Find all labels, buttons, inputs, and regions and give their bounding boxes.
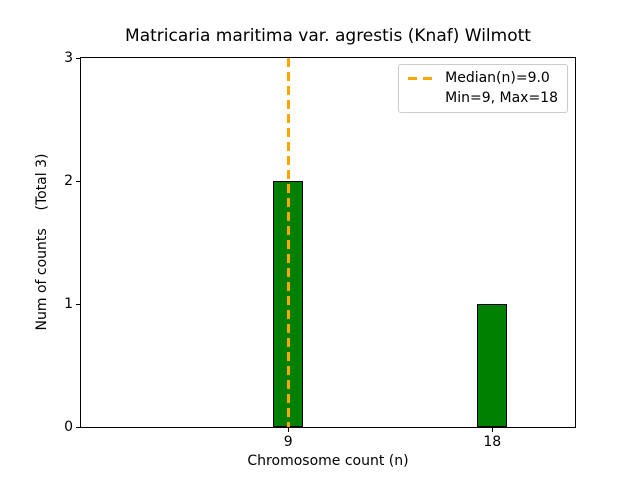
legend-label-minmax: Min=9, Max=18 [445, 90, 558, 106]
empty-handle [408, 97, 435, 100]
x-axis-label: Chromosome count (n) [247, 453, 409, 469]
x-tick-mark [287, 428, 289, 432]
y-tick-mark [76, 57, 80, 59]
y-tick-mark [76, 303, 80, 305]
median-line [286, 58, 290, 427]
legend: Median(n)=9.0 Min=9, Max=18 [398, 64, 568, 113]
y-tick-label: 0 [64, 419, 73, 435]
y-tick-label: 2 [64, 173, 73, 189]
axes: Median(n)=9.0 Min=9, Max=18 Num of count… [34, 50, 576, 469]
x-tick-label: 9 [283, 434, 293, 450]
legend-label-median: Median(n)=9.0 [445, 70, 550, 86]
x-tick-mark [491, 428, 493, 432]
legend-entry-minmax: Min=9, Max=18 [408, 90, 558, 107]
y-tick-label: 3 [64, 50, 73, 66]
y-tick-mark [76, 426, 80, 428]
x-tick-label: 18 [483, 434, 502, 450]
y-tick-mark [76, 180, 80, 182]
chart-title: Matricaria maritima var. agrestis (Knaf)… [125, 26, 531, 46]
bar-x18 [477, 304, 508, 427]
dashed-line-sample-icon [408, 77, 436, 80]
legend-entry-median: Median(n)=9.0 [408, 70, 558, 87]
y-tick-label: 1 [64, 296, 73, 312]
